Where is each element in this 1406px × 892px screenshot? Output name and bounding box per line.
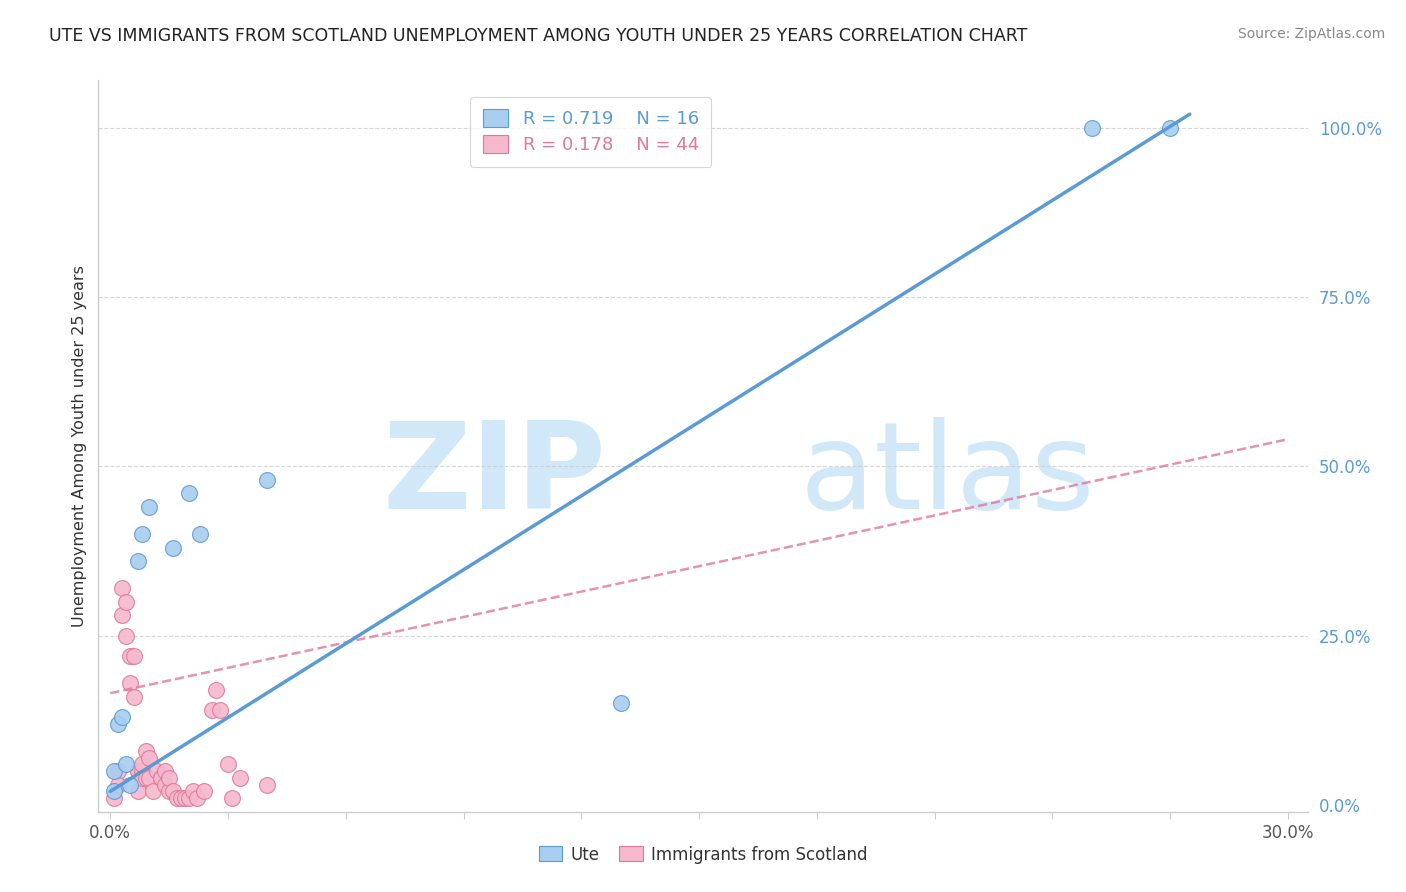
Point [201, 703, 224, 717]
Point [111, 581, 134, 595]
Point [205, 682, 228, 697]
Point [146, 764, 169, 778]
Point [138, 771, 160, 785]
Point [157, 771, 180, 785]
Point [127, 764, 149, 778]
Point [170, 791, 193, 805]
Point [103, 791, 125, 805]
Point [221, 791, 243, 805]
Point [150, 771, 173, 785]
Point [217, 757, 239, 772]
Point [131, 527, 153, 541]
Point [173, 791, 195, 805]
Point [157, 784, 180, 798]
Point [181, 784, 204, 798]
Text: Source: ZipAtlas.com: Source: ZipAtlas.com [1237, 27, 1385, 41]
Point [127, 784, 149, 798]
Point [186, 791, 208, 805]
Point [111, 710, 134, 724]
Point [127, 764, 149, 778]
Point [162, 784, 184, 798]
Point [118, 676, 141, 690]
Point [1159, 120, 1181, 135]
Point [193, 784, 215, 798]
Point [177, 791, 200, 805]
Point [166, 791, 188, 805]
Point [256, 778, 278, 792]
Text: UTE VS IMMIGRANTS FROM SCOTLAND UNEMPLOYMENT AMONG YOUTH UNDER 25 YEARS CORRELAT: UTE VS IMMIGRANTS FROM SCOTLAND UNEMPLOY… [49, 27, 1028, 45]
Point [229, 771, 252, 785]
Point [135, 771, 157, 785]
Point [122, 690, 145, 704]
Point [115, 629, 138, 643]
Point [103, 764, 125, 778]
Point [118, 778, 141, 792]
Point [115, 595, 138, 609]
Point [153, 764, 176, 778]
Point [127, 554, 149, 568]
Point [209, 703, 232, 717]
Point [138, 500, 160, 514]
Point [107, 778, 129, 792]
Point [115, 757, 138, 772]
Point [177, 486, 200, 500]
Point [138, 750, 160, 764]
Point [122, 648, 145, 663]
Point [107, 764, 129, 778]
Point [142, 784, 165, 798]
Point [256, 473, 278, 487]
Point [162, 541, 184, 555]
Text: ZIP: ZIP [382, 417, 606, 533]
Point [131, 764, 153, 778]
Point [103, 784, 125, 798]
Point [1080, 120, 1102, 135]
Point [107, 716, 129, 731]
Point [609, 697, 631, 711]
Point [153, 778, 176, 792]
Point [150, 771, 173, 785]
Point [111, 608, 134, 623]
Point [135, 744, 157, 758]
Legend: R = 0.719    N = 16, R = 0.178    N = 44: R = 0.719 N = 16, R = 0.178 N = 44 [470, 96, 711, 167]
Point [131, 771, 153, 785]
Point [190, 527, 212, 541]
Point [131, 757, 153, 772]
Point [118, 648, 141, 663]
Legend: Ute, Immigrants from Scotland: Ute, Immigrants from Scotland [531, 839, 875, 871]
Text: atlas: atlas [800, 417, 1095, 533]
Y-axis label: Unemployment Among Youth under 25 years: Unemployment Among Youth under 25 years [72, 265, 87, 627]
